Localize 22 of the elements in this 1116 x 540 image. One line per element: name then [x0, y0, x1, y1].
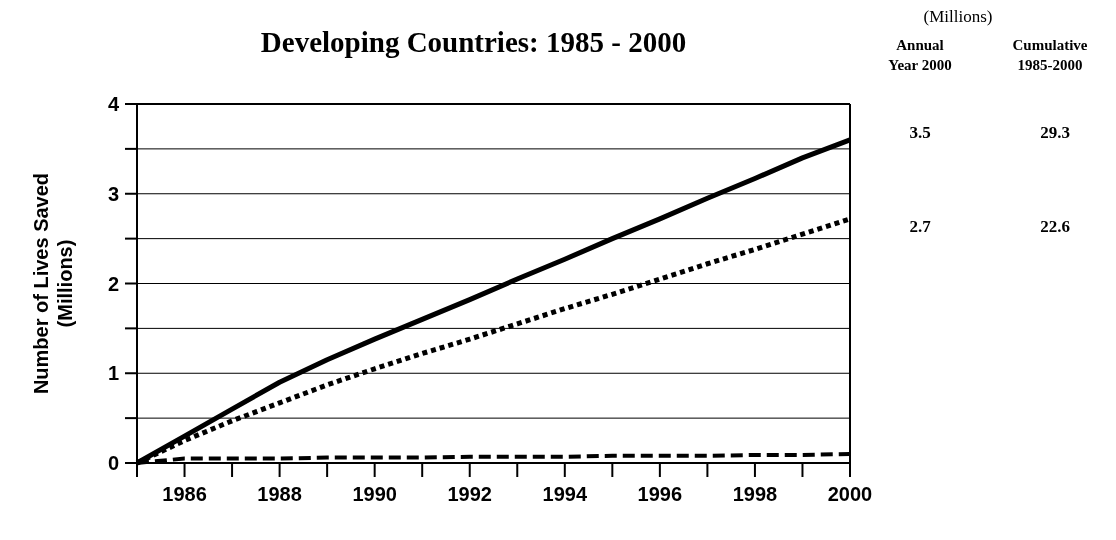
x-tick-label: 1988: [257, 483, 302, 505]
x-tick-label: 1986: [162, 483, 207, 505]
x-tick-label: 1992: [447, 483, 492, 505]
y-tick-label: 3: [107, 182, 119, 205]
y-axis-title: Number of Lives Saved (Millions): [30, 172, 76, 395]
text: 22.6: [1040, 217, 1070, 236]
text: 29.3: [1040, 123, 1070, 142]
text: Cumulative 1985-2000: [1012, 37, 1088, 73]
x-tick-label: 1998: [732, 483, 778, 505]
y-tick-label: 2: [107, 272, 119, 295]
text: (Millions): [923, 7, 993, 26]
chart-title: Developing Countries: 1985 - 2000: [260, 26, 687, 58]
y-tick-label: 0: [107, 452, 119, 474]
text: 2.7: [909, 217, 932, 236]
x-tick-label: 1990: [352, 483, 397, 505]
y-tick-label: 4: [107, 93, 120, 115]
text: Annual Year 2000: [888, 37, 952, 73]
text: 3.5: [909, 123, 931, 142]
y-tick-label: 1: [107, 362, 119, 385]
x-tick-label: 1994: [542, 483, 588, 505]
x-tick-label: 1996: [637, 483, 683, 505]
x-tick-label: 2000: [827, 483, 873, 505]
